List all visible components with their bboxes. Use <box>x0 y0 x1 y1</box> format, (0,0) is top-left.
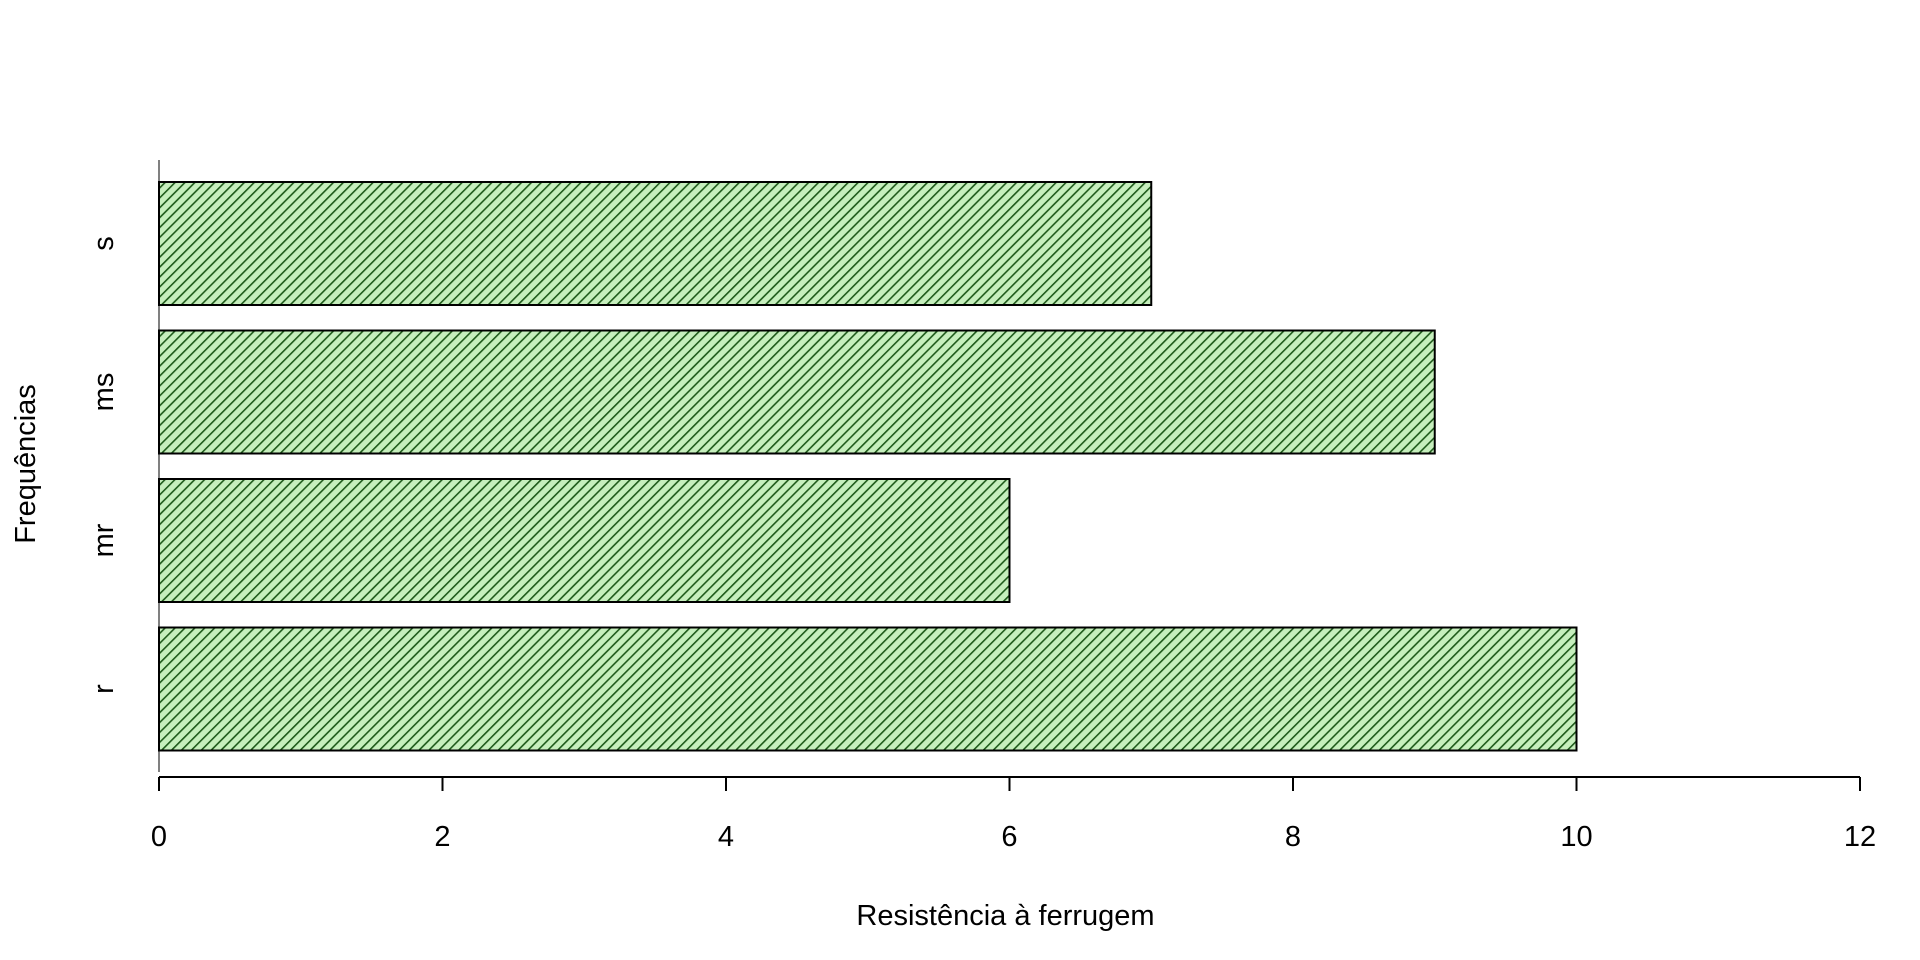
category-label-mr: mr <box>88 523 120 557</box>
category-label-ms: ms <box>88 373 120 412</box>
x-tick-label-10: 10 <box>1560 821 1592 853</box>
x-tick-label-4: 4 <box>718 821 734 853</box>
category-labels-group: r mr ms s <box>88 236 120 694</box>
bar-s <box>158 181 1153 306</box>
x-tick-label-8: 8 <box>1285 821 1301 853</box>
x-tick-label-2: 2 <box>434 821 450 853</box>
x-tick-label-0: 0 <box>151 821 167 853</box>
bar-r <box>158 626 1578 752</box>
category-label-s: s <box>88 236 120 251</box>
x-axis-title: Resistência à ferrugem <box>856 900 1154 932</box>
x-tick-label-6: 6 <box>1001 821 1017 853</box>
x-tick-label-12: 12 <box>1844 821 1876 853</box>
y-axis-title: Frequências <box>10 384 42 544</box>
bar-mr <box>158 478 1011 603</box>
x-axis: 0 2 4 6 8 10 12 <box>151 776 1876 853</box>
category-label-r: r <box>88 684 120 694</box>
bars-group <box>158 181 1578 752</box>
bar-ms <box>158 329 1436 455</box>
